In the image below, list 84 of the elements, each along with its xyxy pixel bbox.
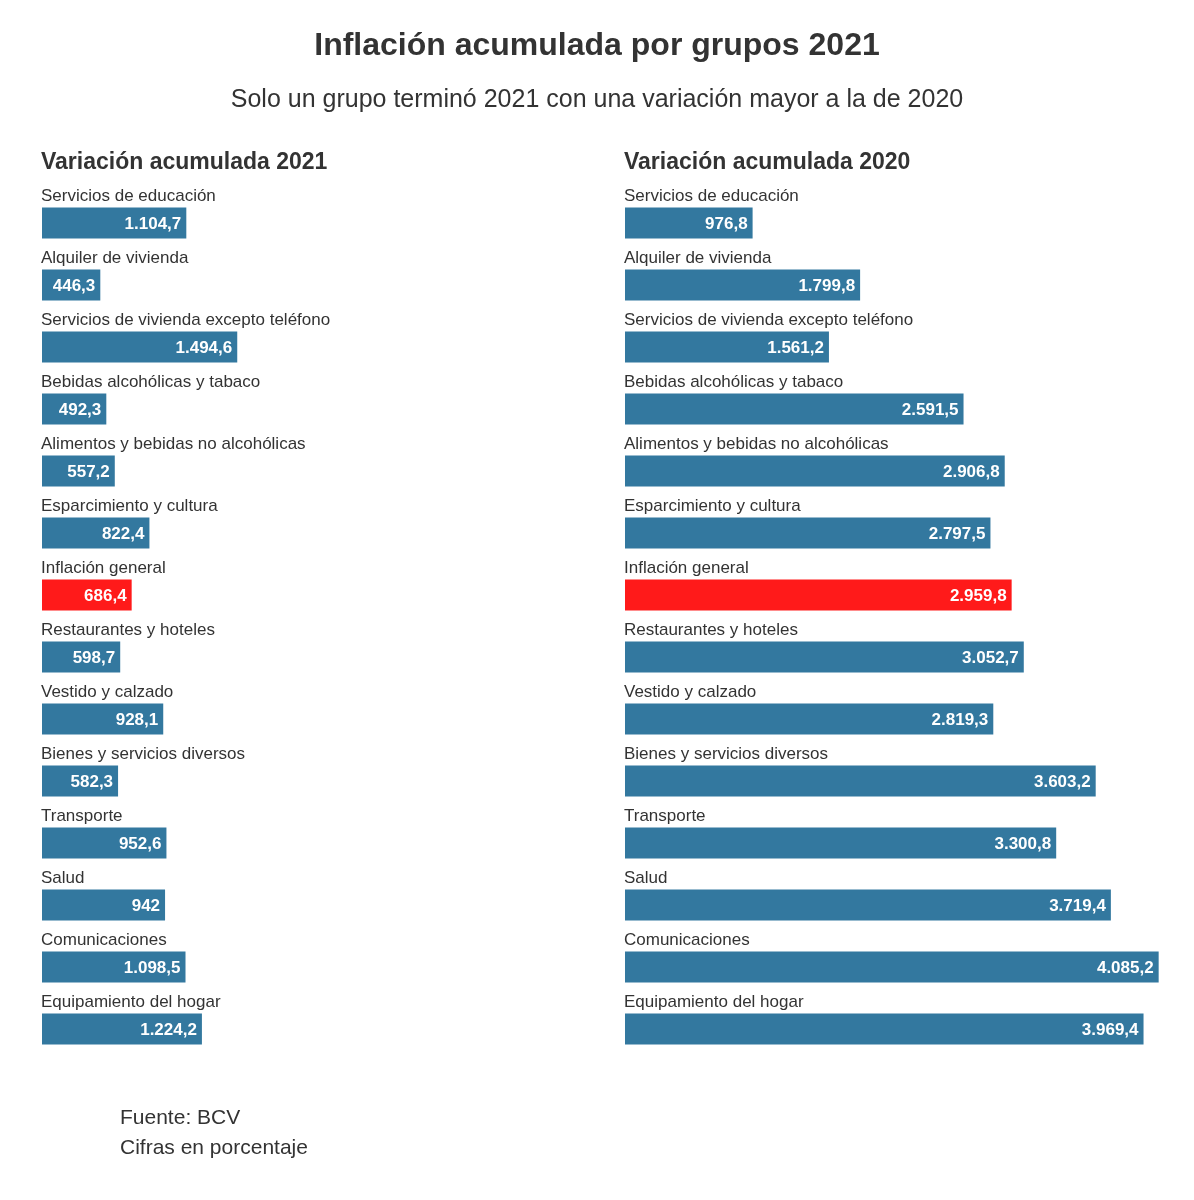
bar — [625, 765, 1096, 797]
data-label: 3.300,8 — [994, 834, 1052, 854]
data-label: 3.719,4 — [1049, 896, 1107, 916]
data-label: 1.561,2 — [767, 338, 824, 358]
y-tick-label: Bienes y servicios diversos — [41, 744, 246, 763]
bar — [42, 1013, 202, 1045]
y-tick-label: Bebidas alcohólicas y tabaco — [41, 372, 261, 391]
bar — [625, 579, 1012, 611]
data-label: 1.098,5 — [123, 958, 181, 978]
data-label: 2.906,8 — [942, 462, 1000, 482]
y-tick-label: Bienes y servicios diversos — [624, 744, 829, 763]
y-tick-label: Salud — [624, 868, 668, 887]
data-label: 446,3 — [52, 276, 96, 296]
data-label: 598,7 — [72, 648, 116, 668]
y-tick-label: Inflación general — [624, 558, 749, 577]
source-note: Fuente: BCV — [120, 1104, 242, 1130]
text: Inflación acumulada por grupos 2021 — [313, 26, 881, 63]
y-tick-label: Alimentos y bebidas no alcohólicas — [41, 434, 306, 453]
bar — [625, 1013, 1144, 1045]
chart-title: Variación acumulada 2020 — [624, 148, 912, 176]
bar — [625, 393, 964, 425]
data-label: 4.085,2 — [1096, 958, 1154, 978]
data-label: 686,4 — [84, 586, 128, 606]
data-label: 3.969,4 — [1081, 1020, 1140, 1040]
data-label: 2.591,5 — [901, 400, 959, 420]
data-label: 952,6 — [118, 834, 162, 854]
data-label: 557,2 — [67, 462, 110, 482]
y-tick-label: Esparcimiento y cultura — [624, 496, 802, 515]
y-tick-label: Alimentos y bebidas no alcohólicas — [624, 434, 889, 453]
data-label: 822,4 — [101, 524, 145, 544]
y-tick-label: Equipamiento del hogar — [624, 992, 804, 1011]
data-label: 928,1 — [115, 710, 159, 730]
text: Cifras en porcentaje — [120, 1134, 308, 1160]
bar — [625, 951, 1159, 983]
bar — [42, 703, 164, 735]
y-tick-label: Bebidas alcohólicas y tabaco — [624, 372, 844, 391]
data-label: 976,8 — [705, 214, 748, 234]
bar — [625, 331, 829, 363]
data-label: 3.052,7 — [962, 648, 1019, 668]
y-tick-label: Servicios de educación — [624, 186, 799, 205]
y-tick-label: Salud — [41, 868, 85, 887]
data-label: 1.799,8 — [798, 276, 856, 296]
y-tick-label: Inflación general — [41, 558, 166, 577]
data-label: 2.959,8 — [949, 586, 1007, 606]
bar — [625, 827, 1057, 859]
y-tick-label: Equipamiento del hogar — [41, 992, 221, 1011]
y-tick-label: Alquiler de vivienda — [624, 248, 772, 267]
bar — [625, 641, 1024, 673]
data-label: 3.603,2 — [1033, 772, 1091, 792]
y-tick-label: Restaurantes y hoteles — [624, 620, 798, 639]
bar — [625, 207, 753, 239]
y-tick-label: Vestido y calzado — [41, 682, 174, 701]
data-label: 942 — [131, 896, 161, 916]
data-label: 2.819,3 — [931, 710, 989, 730]
bar — [625, 703, 994, 735]
y-tick-label: Esparcimiento y cultura — [41, 496, 219, 515]
y-tick-label: Transporte — [41, 806, 123, 825]
y-tick-label: Vestido y calzado — [624, 682, 757, 701]
bar — [625, 889, 1111, 921]
data-label: 1.104,7 — [124, 214, 182, 234]
y-tick-label: Servicios de vivienda excepto teléfono — [41, 310, 331, 329]
bar — [625, 455, 1005, 487]
y-tick-label: Comunicaciones — [624, 930, 750, 949]
bar — [42, 827, 167, 859]
y-tick-label: Restaurantes y hoteles — [41, 620, 215, 639]
data-label: 492,3 — [58, 400, 102, 420]
bar — [625, 517, 991, 549]
data-label: 582,3 — [70, 772, 114, 792]
y-tick-label: Servicios de educación — [41, 186, 216, 205]
bar — [42, 951, 186, 983]
data-label: 1.224,2 — [140, 1020, 197, 1040]
y-tick-label: Alquiler de vivienda — [41, 248, 189, 267]
data-label: 1.494,6 — [175, 338, 233, 358]
chart-title: Variación acumulada 2021 — [41, 148, 329, 176]
bar — [42, 517, 150, 549]
text: Solo un grupo terminó 2021 con una variación mayor a la de 2020 — [229, 84, 965, 113]
y-tick-label: Servicios de vivienda excepto teléfono — [624, 310, 914, 329]
data-label: 2.797,5 — [928, 524, 986, 544]
bar — [42, 331, 238, 363]
bar — [42, 207, 187, 239]
bar — [42, 889, 166, 921]
y-tick-label: Comunicaciones — [41, 930, 167, 949]
bar — [625, 269, 861, 301]
y-tick-label: Transporte — [624, 806, 706, 825]
